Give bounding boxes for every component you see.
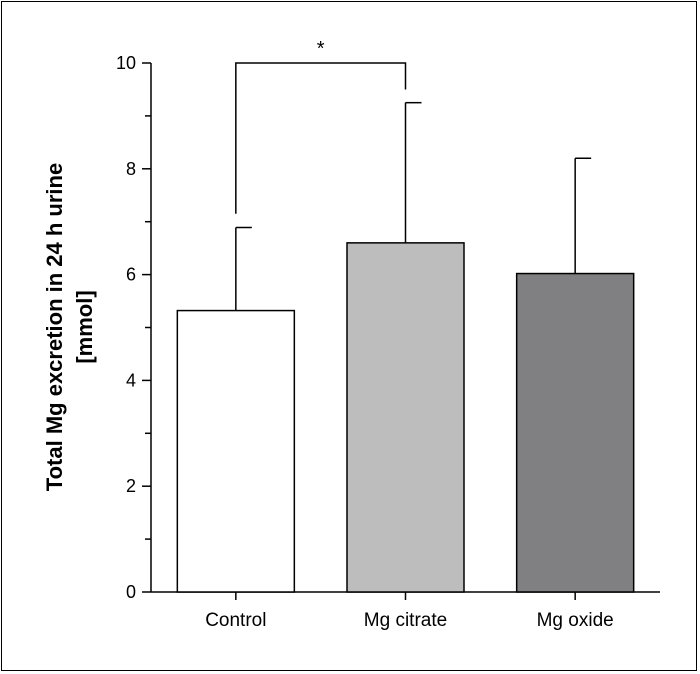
significance-bracket: [235, 62, 407, 214]
x-tick-label: Mg oxide: [537, 610, 614, 631]
x-tick-label: Control: [205, 610, 266, 631]
y-tick-label: 6: [126, 265, 136, 285]
y-tick-label: 10: [116, 53, 136, 73]
y-tick-label: 4: [126, 370, 136, 390]
y-tick-label: 0: [126, 582, 136, 602]
bar: [515, 272, 635, 593]
y-axis-label: Total Mg excretion in 24 h urine: [42, 163, 67, 491]
bar: [346, 242, 465, 593]
y-tick-label: 8: [126, 159, 136, 179]
x-tick-label: Mg citrate: [364, 610, 447, 631]
significance-label: *: [317, 38, 325, 60]
bar: [176, 309, 296, 593]
y-axis-label-unit: [mmol]: [72, 290, 97, 363]
y-tick-label: 2: [126, 476, 136, 496]
